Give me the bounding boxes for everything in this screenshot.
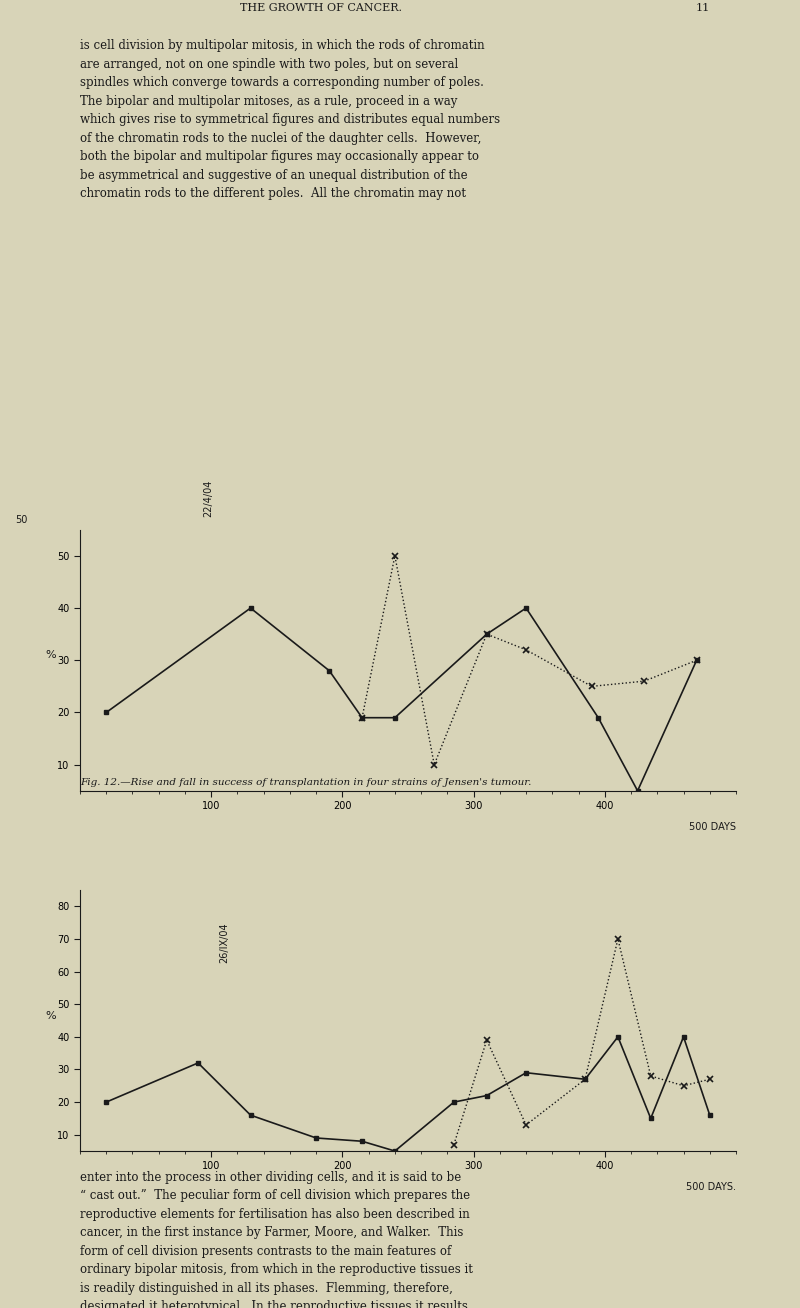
Text: is cell division by multipolar mitosis, in which the rods of chromatin
are arran: is cell division by multipolar mitosis, … <box>80 39 500 200</box>
Y-axis label: %: % <box>45 1011 55 1020</box>
Text: enter into the process in other dividing cells, and it is said to be
“ cast out.: enter into the process in other dividing… <box>80 1171 484 1308</box>
Y-axis label: %: % <box>45 650 55 661</box>
Text: 50: 50 <box>15 514 27 525</box>
Text: 500 DAYS: 500 DAYS <box>689 823 736 832</box>
Text: 500 DAYS.: 500 DAYS. <box>686 1182 736 1193</box>
Text: 26/IX/04: 26/IX/04 <box>219 922 230 963</box>
Text: THE GROWTH OF CANCER.: THE GROWTH OF CANCER. <box>240 3 402 13</box>
Text: 11: 11 <box>696 3 710 13</box>
Text: 22/4/04: 22/4/04 <box>203 479 213 517</box>
Text: Fig. 12.—Rise and fall in success of transplantation in four strains of Jensen's: Fig. 12.—Rise and fall in success of tra… <box>80 778 531 787</box>
